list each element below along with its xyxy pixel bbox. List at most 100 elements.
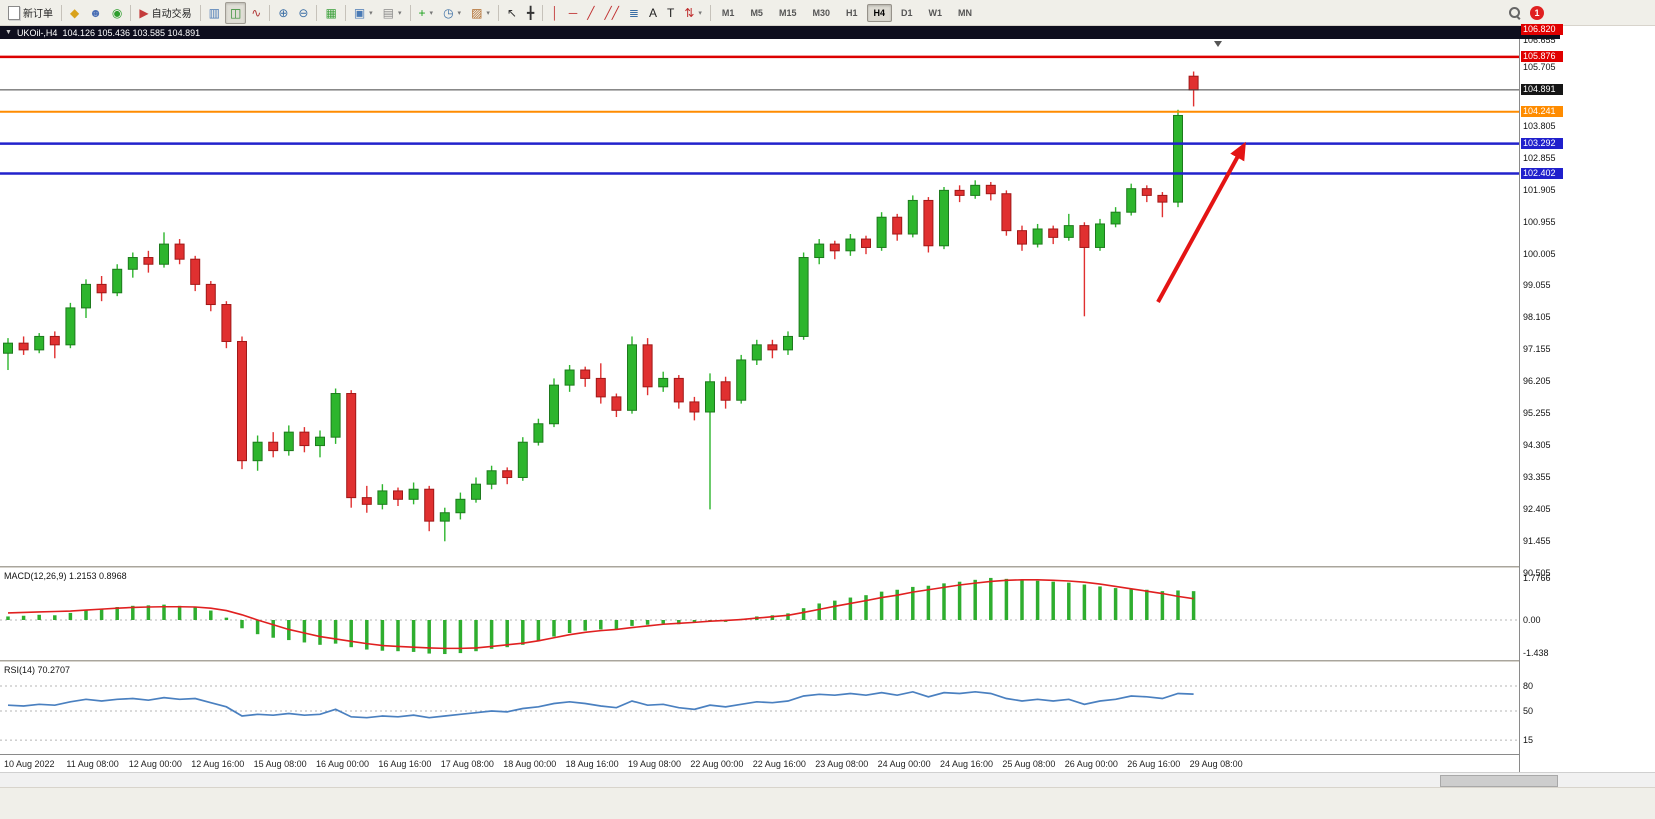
date-label: 11 Aug 08:00 xyxy=(66,759,119,769)
templates-button[interactable]: ▨ ▾ xyxy=(466,2,495,24)
candle-body xyxy=(127,257,138,270)
toolbar-buttons: 新订单 ◆ ☻ ◉ ▶ 自动交易 ▥ ◫ ∿ ⊕ ⊖ ▦ ▣ ▾ ▤ ▾ + ▾ ◷ ▾ ▨ ▾ ↖ ╋ │ ─ ╱ ╱╱ ≣ A T ⇅ ▾ M… xyxy=(3,0,980,26)
timeframe-m5-button[interactable]: M5 xyxy=(750,7,763,18)
chart-menu-triangle-icon[interactable]: ▼ xyxy=(5,29,12,36)
candle-body xyxy=(751,344,762,361)
search-button[interactable] xyxy=(1508,6,1521,24)
toolbar-separator xyxy=(269,4,271,21)
chart-shift-marker-icon[interactable] xyxy=(1214,41,1222,47)
fibonacci-button[interactable]: ≣ xyxy=(624,2,644,24)
rsi-level-label-80: 80 xyxy=(1523,680,1534,691)
new-order-icon xyxy=(8,5,20,20)
zoom-in-button[interactable]: ⊕ xyxy=(273,2,293,24)
timeframe-m30-button[interactable]: M30 xyxy=(812,7,830,18)
candle-body xyxy=(174,243,185,260)
horizontal-scrollbar[interactable] xyxy=(0,772,1655,787)
price-label-100.955: 100.955 xyxy=(1523,216,1556,227)
zoom-out-icon: ⊖ xyxy=(298,5,309,20)
vertical-line-icon: │ xyxy=(551,5,559,20)
candle-body xyxy=(1001,193,1012,232)
text-button[interactable]: A xyxy=(644,2,662,24)
bar-chart-button[interactable]: ▥ xyxy=(204,2,225,24)
timeframe-h1-button[interactable]: H1 xyxy=(845,7,858,18)
price-label-105.876: 105.876 xyxy=(1521,51,1563,63)
candle-body xyxy=(939,189,949,247)
auto-trading-icon: ▶ xyxy=(139,5,149,20)
macd-panel[interactable] xyxy=(0,569,1519,660)
price-label-102.402: 102.402 xyxy=(1521,168,1563,179)
candle-body xyxy=(159,243,169,265)
trendline-button[interactable]: ╱ xyxy=(582,2,599,24)
navigator-button[interactable]: ☻ xyxy=(84,2,107,24)
candle-body xyxy=(221,304,232,342)
zoom-out-button[interactable]: ⊖ xyxy=(293,2,313,24)
candle-body xyxy=(720,381,731,401)
indicators-icon: + xyxy=(418,5,426,20)
candle-body xyxy=(471,483,481,500)
candlestick-chart-button[interactable]: ◫ xyxy=(224,1,247,24)
candle-body xyxy=(96,283,107,294)
timeframe-w1-button[interactable]: W1 xyxy=(928,7,943,18)
price-label-98.105: 98.105 xyxy=(1523,312,1551,323)
arrows-dropdown-icon: ▾ xyxy=(698,9,702,17)
date-axis-border xyxy=(0,754,1519,755)
candle-body xyxy=(1032,228,1043,245)
macd-indicator-label: MACD(12,26,9) 1.2153 0.8968 xyxy=(4,571,127,581)
periods-dropdown-icon: ▾ xyxy=(457,9,462,17)
candle-body xyxy=(1048,228,1059,238)
candle-body xyxy=(330,393,341,438)
price-label-96.205: 96.205 xyxy=(1523,376,1551,387)
line-chart-button[interactable]: ∿ xyxy=(246,2,266,24)
candle-body xyxy=(486,470,497,485)
price-axis[interactable] xyxy=(1519,39,1655,772)
timeframe-h4-button[interactable]: H4 xyxy=(866,3,893,22)
date-axis[interactable]: 10 Aug 2022 11 Aug 08:00 12 Aug 00:00 12 Au… xyxy=(0,756,1519,772)
main-chart-plot[interactable] xyxy=(0,39,1519,566)
candle-body xyxy=(814,243,825,259)
candle-body xyxy=(377,490,388,505)
cursor-button[interactable]: ↖ xyxy=(502,2,522,24)
new-chart-button[interactable]: ▣ ▾ xyxy=(349,2,378,24)
market-watch-button[interactable]: ◆ xyxy=(65,2,84,24)
crosshair-button[interactable]: ╋ xyxy=(522,2,539,24)
channel-button[interactable]: ╱╱ xyxy=(599,2,623,24)
panel-separator[interactable] xyxy=(0,660,1519,663)
candle-body xyxy=(237,340,247,462)
profiles-button[interactable]: ▤ ▾ xyxy=(378,2,407,24)
candle-body xyxy=(283,431,294,452)
trend-arrow-annotation[interactable] xyxy=(1156,141,1246,303)
channel-icon: ╱╱ xyxy=(604,5,619,20)
timeframe-m15-button[interactable]: M15 xyxy=(778,7,797,18)
tile-windows-button[interactable]: ▦ xyxy=(320,2,341,24)
rsi-level-label-15: 15 xyxy=(1523,734,1534,745)
bar-chart-icon: ▥ xyxy=(208,5,220,20)
candle-body xyxy=(3,342,13,354)
auto-trading-button[interactable]: ▶ 自动交易 xyxy=(134,2,196,24)
indicators-button[interactable]: + ▾ xyxy=(414,2,439,24)
timeframe-m1-button[interactable]: M1 xyxy=(721,7,735,18)
data-feed-button[interactable]: ◉ xyxy=(107,2,127,24)
candle-body xyxy=(627,344,637,411)
vertical-line-button[interactable]: │ xyxy=(546,2,564,24)
date-label: 10 Aug 2022 xyxy=(4,759,55,769)
templates-dropdown-icon: ▾ xyxy=(486,9,490,17)
notification-badge[interactable]: 1 xyxy=(1530,6,1544,20)
tile-windows-icon: ▦ xyxy=(325,5,337,20)
candle-body xyxy=(361,497,372,505)
candle-body xyxy=(549,384,559,425)
date-label: 22 Aug 00:00 xyxy=(690,759,744,769)
horizontal-line-button[interactable]: ─ xyxy=(564,2,583,24)
status-bar xyxy=(0,787,1655,819)
scrollbar-thumb[interactable] xyxy=(1440,775,1558,787)
rsi-panel[interactable] xyxy=(0,663,1519,754)
new-order-button[interactable]: 新订单 xyxy=(3,2,58,24)
timeframe-mn-button[interactable]: MN xyxy=(958,7,973,18)
date-label: 26 Aug 00:00 xyxy=(1064,759,1118,769)
arrows-button[interactable]: ⇅ ▾ xyxy=(679,2,707,24)
price-label-97.155: 97.155 xyxy=(1523,344,1551,355)
panel-separator[interactable] xyxy=(0,566,1519,569)
timeframe-d1-button[interactable]: D1 xyxy=(901,7,913,18)
periods-button[interactable]: ◷ ▾ xyxy=(438,2,466,24)
candle-body xyxy=(112,268,123,294)
text-label-button[interactable]: T xyxy=(662,2,679,24)
